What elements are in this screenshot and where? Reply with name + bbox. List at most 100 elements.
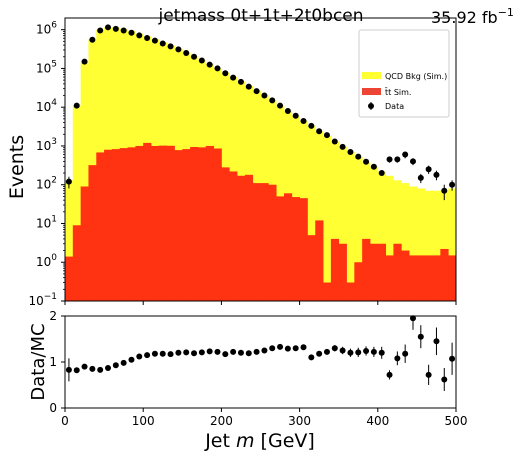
y-tick-base: 10 xyxy=(36,178,51,192)
ratio-point xyxy=(441,376,447,382)
ratio-y-tick-label: 2 xyxy=(49,309,57,323)
ratio-point xyxy=(449,356,455,362)
data-point xyxy=(402,152,408,158)
ratio-point xyxy=(355,349,361,355)
ratio-point xyxy=(332,345,338,351)
ttbar-bar xyxy=(448,255,456,301)
data-point xyxy=(238,79,244,85)
ttbar-bar xyxy=(409,255,417,301)
ttbar-bar xyxy=(206,146,214,301)
ttbar-bar xyxy=(433,255,441,301)
ttbar-bar xyxy=(354,262,362,301)
y-tick-exponent: 3 xyxy=(51,137,57,147)
data-point xyxy=(136,32,142,38)
ratio-y-axis: 012 xyxy=(49,309,65,415)
data-point xyxy=(433,172,439,178)
y-tick-base: 10 xyxy=(36,23,51,37)
ratio-point xyxy=(191,350,197,356)
x-tick-label: 500 xyxy=(445,414,468,428)
ratio-point xyxy=(394,355,400,361)
ttbar-bar xyxy=(315,220,323,301)
data-point xyxy=(355,154,361,160)
ttbar-bar xyxy=(307,235,315,301)
ratio-y-axis-label: Data/MC xyxy=(28,323,49,400)
ttbar-bar xyxy=(292,197,300,301)
data-point xyxy=(66,179,72,185)
y-tick-exponent: 4 xyxy=(51,98,57,108)
ratio-point xyxy=(426,372,432,378)
ttbar-bar xyxy=(120,148,128,301)
ratio-point xyxy=(308,354,314,360)
y-tick-label: 100 xyxy=(36,253,57,269)
ttbar-bar xyxy=(378,244,386,301)
ratio-point xyxy=(387,372,393,378)
ttbar-bar xyxy=(182,149,190,301)
ratio-point xyxy=(340,348,346,354)
ratio-point xyxy=(418,334,424,340)
data-point xyxy=(418,175,424,181)
x-tick-label: 200 xyxy=(210,414,233,428)
ttbar-bar xyxy=(386,255,394,301)
data-point xyxy=(191,54,197,60)
data-point xyxy=(82,59,88,65)
ttbar-bar xyxy=(370,244,378,301)
legend-ttbar-label: t̄t Sim. xyxy=(384,87,411,97)
ratio-point xyxy=(379,350,385,356)
data-point xyxy=(128,30,134,36)
y-tick-label: 103 xyxy=(36,137,57,153)
data-point xyxy=(89,37,95,43)
ttbar-bar xyxy=(159,146,167,301)
x-axis-label-prefix: Jet xyxy=(204,430,236,452)
ratio-point xyxy=(230,349,236,355)
main-y-axis: 10−1100101102103104105106 xyxy=(28,21,65,308)
data-point xyxy=(332,139,338,145)
ttbar-bar xyxy=(417,255,425,301)
ratio-points xyxy=(66,315,455,391)
ttbar-bar xyxy=(362,239,370,301)
ttbar-bar xyxy=(440,249,448,301)
ttbar-bar xyxy=(167,146,175,301)
ratio-point xyxy=(293,345,299,351)
ttbar-bar xyxy=(284,193,292,301)
ttbar-bar xyxy=(261,183,269,301)
ratio-point xyxy=(121,360,127,366)
ttbar-bar xyxy=(339,244,347,301)
ratio-point xyxy=(89,366,95,372)
data-point xyxy=(246,84,252,90)
legend: QCD Bkg (Sim.) t̄t Sim. Data xyxy=(359,30,449,117)
data-point xyxy=(175,46,181,52)
data-point xyxy=(199,58,205,64)
qcd-bar xyxy=(323,136,331,301)
y-tick-base: 10 xyxy=(36,100,51,114)
ratio-point xyxy=(402,351,408,357)
y-tick-base: 10 xyxy=(28,294,43,308)
y-tick-label: 10−1 xyxy=(28,292,57,308)
ratio-point xyxy=(246,350,252,356)
ttbar-bar xyxy=(96,152,104,301)
ttbar-bar xyxy=(401,251,409,301)
data-point xyxy=(74,103,80,109)
data-point xyxy=(426,166,432,172)
legend-qcd-swatch xyxy=(362,72,381,79)
y-tick-label: 101 xyxy=(36,214,57,230)
data-point xyxy=(449,182,455,188)
data-point xyxy=(371,164,377,170)
ttbar-bar xyxy=(143,143,151,301)
ratio-point xyxy=(301,344,307,350)
ratio-point xyxy=(371,349,377,355)
data-point xyxy=(144,35,150,41)
ratio-point xyxy=(363,348,369,354)
legend-data-marker xyxy=(368,103,374,109)
ratio-point xyxy=(214,349,220,355)
data-point xyxy=(97,28,103,34)
y-tick-label: 104 xyxy=(36,98,57,114)
ratio-point xyxy=(207,348,213,354)
data-point xyxy=(152,38,158,44)
ttbar-bar xyxy=(331,239,339,301)
ratio-point xyxy=(261,348,267,354)
data-point xyxy=(363,159,369,165)
data-point xyxy=(379,170,385,176)
ratio-point xyxy=(183,349,189,355)
y-tick-exponent: 5 xyxy=(51,59,57,69)
